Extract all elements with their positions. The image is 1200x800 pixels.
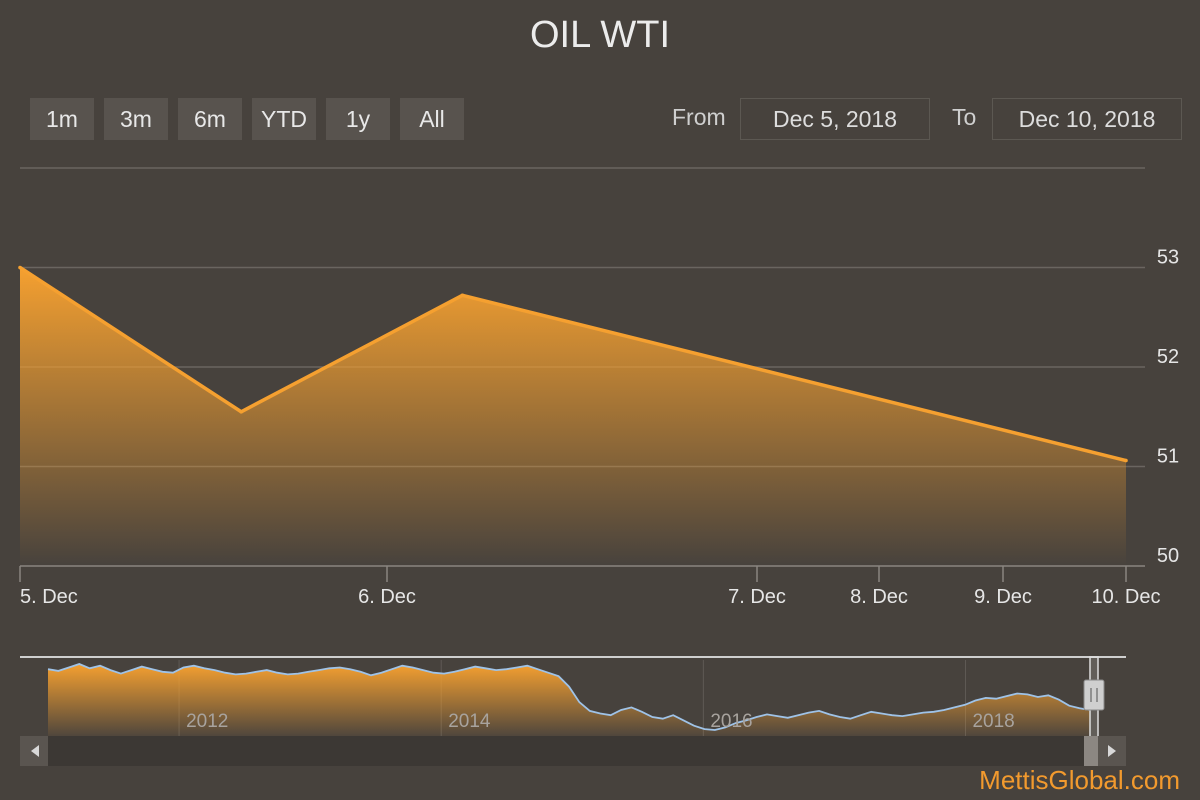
scrollbar-thumb[interactable]	[1084, 736, 1098, 766]
x-tick-label: 7. Dec	[728, 586, 786, 608]
series-line	[19, 266, 1127, 463]
range-button-1m[interactable]: 1m	[30, 98, 94, 140]
y-tick-label: 53	[1157, 247, 1179, 269]
scrollbar-track	[20, 736, 1126, 766]
chevron-right-icon	[1108, 745, 1116, 757]
navigator-area	[48, 664, 1090, 736]
data-point	[1124, 458, 1128, 463]
data-point	[460, 293, 465, 298]
range-button-ytd[interactable]: YTD	[252, 98, 316, 140]
range-button-1y[interactable]: 1y	[326, 98, 390, 140]
data-point	[239, 409, 243, 414]
range-button-6m[interactable]: 6m	[178, 98, 242, 140]
navigator-year-label: 2016	[710, 711, 752, 732]
y-tick-label: 50	[1157, 545, 1179, 567]
navigator-handle[interactable]	[1083, 679, 1105, 711]
brand-watermark: MettisGlobal.com	[979, 765, 1180, 795]
from-date-input[interactable]	[740, 98, 930, 140]
range-button-all[interactable]: All	[400, 98, 464, 140]
chevron-left-icon	[31, 745, 39, 757]
range-button-3m[interactable]: 3m	[104, 98, 168, 140]
x-tick-label: 9. Dec	[974, 586, 1032, 608]
navigator-line	[47, 663, 1091, 731]
data-point	[18, 265, 22, 270]
x-tick-label: 6. Dec	[358, 586, 416, 608]
navigator-year-label: 2014	[448, 711, 491, 732]
from-label: From	[672, 104, 726, 130]
navigator-year-label: 2018	[972, 711, 1014, 732]
y-tick-label: 51	[1157, 446, 1179, 468]
to-date-input[interactable]	[992, 98, 1182, 140]
to-label: To	[952, 104, 977, 130]
y-tick-label: 52	[1157, 346, 1179, 368]
series-area-fill	[20, 267, 1126, 566]
chart-title: OIL WTI	[529, 14, 671, 56]
x-tick-label: 5. Dec	[20, 586, 78, 608]
x-tick-label: 10. Dec	[1092, 586, 1161, 608]
navigator-year-label: 2012	[186, 711, 228, 732]
x-tick-label: 8. Dec	[850, 586, 908, 608]
